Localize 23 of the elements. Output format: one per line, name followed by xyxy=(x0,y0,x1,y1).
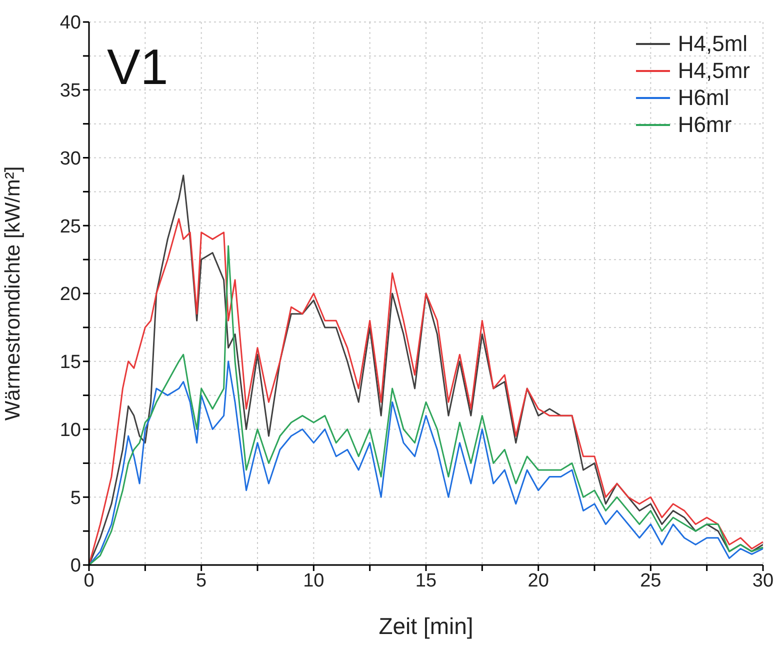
legend-label: H6ml xyxy=(678,84,730,110)
y-axis-title: Wärmestromdichte [kW/m²] xyxy=(1,166,24,421)
y-tick-label: 35 xyxy=(60,80,81,102)
x-tick-label: 15 xyxy=(415,570,437,592)
x-axis-title: Zeit [min] xyxy=(378,613,474,639)
y-tick-label: 20 xyxy=(60,284,81,306)
x-tick-label: 30 xyxy=(752,570,774,592)
y-tick-label: 5 xyxy=(70,488,81,509)
y-tick-label: 25 xyxy=(60,216,81,238)
y-tick-label: 0 xyxy=(70,556,81,577)
y-tick-label: 10 xyxy=(60,420,81,441)
x-tick-label: 20 xyxy=(528,570,549,592)
y-tick-label: 40 xyxy=(60,12,81,34)
x-tick-label: 25 xyxy=(640,570,662,592)
y-tick-label: 15 xyxy=(60,352,81,374)
legend-label: H4,5mr xyxy=(678,58,750,84)
legend-label: H6mr xyxy=(678,112,732,138)
x-tick-label: 5 xyxy=(196,570,207,592)
chart-title: V1 xyxy=(107,38,168,96)
x-tick-label: 10 xyxy=(303,570,324,592)
y-tick-label: 30 xyxy=(60,148,81,170)
x-tick-label: 0 xyxy=(84,570,94,592)
legend-label: H4,5ml xyxy=(678,30,748,56)
